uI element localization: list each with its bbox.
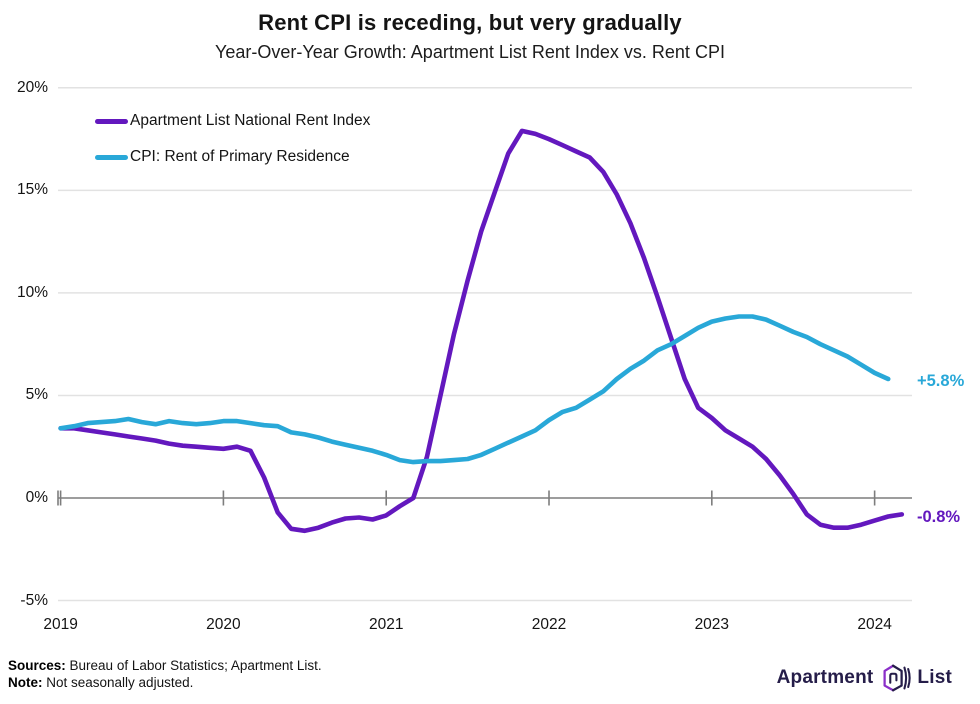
series-line-cpi bbox=[58, 314, 891, 465]
page-title: Rent CPI is receding, but very gradually bbox=[258, 10, 682, 35]
sources-text: Bureau of Labor Statistics; Apartment Li… bbox=[65, 658, 322, 673]
y-tick-label: 15% bbox=[16, 181, 48, 199]
series-line-apartment-list bbox=[58, 128, 905, 534]
x-tick-label: 2021 bbox=[368, 616, 404, 633]
page-subtitle: Year-Over-Year Growth: Apartment List Re… bbox=[215, 42, 725, 62]
x-tick-label: 2019 bbox=[43, 616, 78, 633]
y-tick-label: 5% bbox=[25, 386, 48, 404]
legend-label: CPI: Rent of Primary Residence bbox=[130, 148, 350, 165]
legend-line-swatch bbox=[95, 154, 128, 160]
legend-line-swatch bbox=[95, 118, 128, 124]
x-tick-label: 2024 bbox=[857, 616, 892, 633]
sources-line: Sources: Bureau of Labor Statistics; Apa… bbox=[8, 657, 322, 674]
legend-label: Apartment List National Rent Index bbox=[130, 112, 371, 129]
y-tick-label: -5% bbox=[20, 591, 48, 609]
apartment-list-logo: Apartment List bbox=[777, 661, 952, 695]
y-tick-label: 10% bbox=[16, 283, 48, 301]
cpi-end-value-label: +5.8% bbox=[917, 372, 965, 390]
legend-item: CPI: Rent of Primary Residence bbox=[95, 146, 370, 168]
logo-word-list: List bbox=[917, 667, 952, 688]
logo-word-apartment: Apartment bbox=[776, 667, 874, 688]
x-tick-label: 2023 bbox=[694, 616, 730, 633]
house-logo-icon bbox=[878, 661, 912, 695]
note-text: Not seasonally adjusted. bbox=[42, 675, 194, 690]
note-line: Note: Not seasonally adjusted. bbox=[8, 674, 322, 691]
note-label: Note: bbox=[8, 675, 43, 690]
legend-item: Apartment List National Rent Index bbox=[95, 110, 370, 132]
y-tick-label: 20% bbox=[16, 78, 48, 96]
footer-notes: Sources: Bureau of Labor Statistics; Apa… bbox=[8, 657, 322, 691]
x-tick-label: 2020 bbox=[206, 616, 241, 633]
y-tick-label: 0% bbox=[25, 489, 48, 506]
legend: Apartment List National Rent Index CPI: R… bbox=[95, 110, 370, 182]
sources-label: Sources: bbox=[8, 658, 66, 673]
apartment-list-end-value-label: -0.8% bbox=[917, 508, 961, 526]
x-tick-label: 2022 bbox=[531, 616, 567, 633]
